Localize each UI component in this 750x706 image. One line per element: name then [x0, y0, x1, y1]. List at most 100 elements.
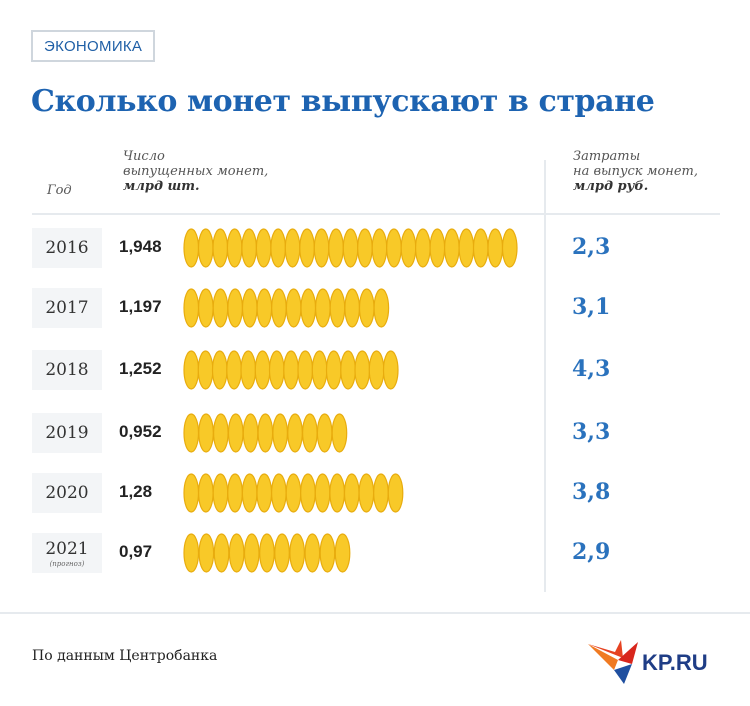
- coin-icon: [183, 350, 200, 390]
- coin-icon: [243, 533, 260, 573]
- coin-icon: [382, 350, 399, 390]
- column-header-cost-line1: Затраты: [573, 149, 641, 164]
- coin-icon: [183, 473, 200, 513]
- coin-icon: [368, 350, 385, 390]
- table-row: 2021 (прогноз) 0,97 2,9: [0, 533, 750, 573]
- coin-icon: [371, 228, 388, 268]
- coin-icon: [314, 473, 331, 513]
- category-tag[interactable]: ЭКОНОМИКА: [31, 30, 156, 62]
- year-cell: 2016: [32, 228, 102, 268]
- year-label: 2019: [45, 423, 89, 443]
- coin-icon: [183, 288, 200, 328]
- coin-icon: [183, 228, 200, 268]
- coin-icon: [268, 350, 285, 390]
- coin-icon: [316, 413, 333, 453]
- year-label: 2020: [45, 483, 89, 503]
- coin-icon: [358, 288, 375, 328]
- coin-icon: [284, 228, 301, 268]
- coin-icon: [226, 228, 243, 268]
- coin-bar: [183, 350, 399, 390]
- coin-icon: [334, 533, 351, 573]
- chart-title: Сколько монет выпускают в стране: [31, 84, 655, 119]
- coin-icon: [254, 350, 271, 390]
- coin-icon: [241, 473, 258, 513]
- coin-icon: [297, 350, 314, 390]
- table-row: 2018 1,252 4,3: [0, 350, 750, 390]
- coin-icon: [197, 350, 214, 390]
- coin-icon: [487, 228, 504, 268]
- coin-icon: [228, 533, 245, 573]
- coin-icon: [329, 288, 346, 328]
- year-cell: 2019: [32, 413, 102, 453]
- coin-icon: [198, 288, 214, 328]
- coin-icon: [272, 413, 289, 453]
- year-cell: 2021 (прогноз): [32, 533, 102, 573]
- coin-icon: [328, 228, 344, 268]
- table-row: 2020 1,28 3,8: [0, 473, 750, 513]
- coin-bar: [183, 228, 518, 268]
- count-value: 1,252: [119, 359, 162, 378]
- coin-icon: [240, 350, 257, 390]
- count-value: 1,948: [119, 237, 162, 256]
- coin-icon: [304, 533, 321, 573]
- year-label: 2021: [45, 538, 89, 559]
- year-cell: 2017: [32, 288, 102, 328]
- year-label: 2018: [45, 360, 89, 380]
- column-header-count-line1: Число: [123, 149, 165, 164]
- coin-icon: [429, 228, 446, 268]
- coin-icon: [259, 533, 275, 573]
- footer-divider: [0, 612, 750, 614]
- year-label: 2017: [45, 298, 89, 318]
- kp-bird-icon: [588, 640, 638, 684]
- coin-icon: [227, 288, 244, 328]
- header-divider: [32, 213, 720, 215]
- coin-icon: [197, 228, 214, 268]
- coin-icon: [344, 288, 360, 328]
- coin-icon: [299, 228, 315, 268]
- cost-value: 3,8: [572, 479, 611, 505]
- column-header-year-label: Год: [47, 183, 72, 198]
- coin-icon: [256, 288, 273, 328]
- coin-icon: [287, 413, 303, 453]
- coin-icon: [319, 533, 336, 573]
- coin-icon: [198, 533, 215, 573]
- coin-icon: [342, 228, 359, 268]
- coin-icon: [198, 473, 214, 513]
- coin-icon: [387, 473, 404, 513]
- year-cell: 2018: [32, 350, 102, 390]
- coin-icon: [285, 288, 302, 328]
- column-header-cost-line2: на выпуск монет,: [573, 164, 699, 179]
- cost-value: 3,3: [572, 419, 611, 445]
- cost-value: 2,3: [572, 234, 611, 260]
- cost-value: 3,1: [572, 294, 611, 320]
- year-label: 2016: [45, 238, 89, 258]
- column-header-count: Число выпущенных монет, млрд шт.: [123, 149, 268, 194]
- coin-icon: [270, 473, 287, 513]
- coin-icon: [300, 288, 317, 328]
- coin-icon: [226, 350, 242, 390]
- coin-icon: [256, 473, 273, 513]
- coin-icon: [212, 228, 229, 268]
- coin-icon: [331, 413, 348, 453]
- year-cell: 2020: [32, 473, 102, 513]
- column-header-cost-unit: млрд руб.: [573, 179, 649, 194]
- coin-icon: [198, 413, 214, 453]
- coin-icon: [472, 228, 489, 268]
- coin-icon: [283, 350, 299, 390]
- table-row: 2016 1,948 2,3: [0, 228, 750, 268]
- coin-icon: [285, 473, 302, 513]
- coin-icon: [357, 228, 373, 268]
- coin-icon: [301, 413, 318, 453]
- coin-icon: [183, 413, 200, 453]
- column-header-count-unit: млрд шт.: [123, 179, 200, 194]
- coin-icon: [227, 473, 243, 513]
- coin-bar: [183, 288, 390, 328]
- count-value: 0,952: [119, 422, 162, 441]
- source-note: По данным Центробанка: [32, 648, 218, 664]
- column-header-count-line2: выпущенных монет,: [123, 164, 269, 179]
- column-divider: [544, 160, 546, 592]
- coin-icon: [271, 288, 287, 328]
- coin-icon: [213, 413, 229, 453]
- table-row: 2017 1,197 3,1: [0, 288, 750, 328]
- coin-icon: [212, 288, 229, 328]
